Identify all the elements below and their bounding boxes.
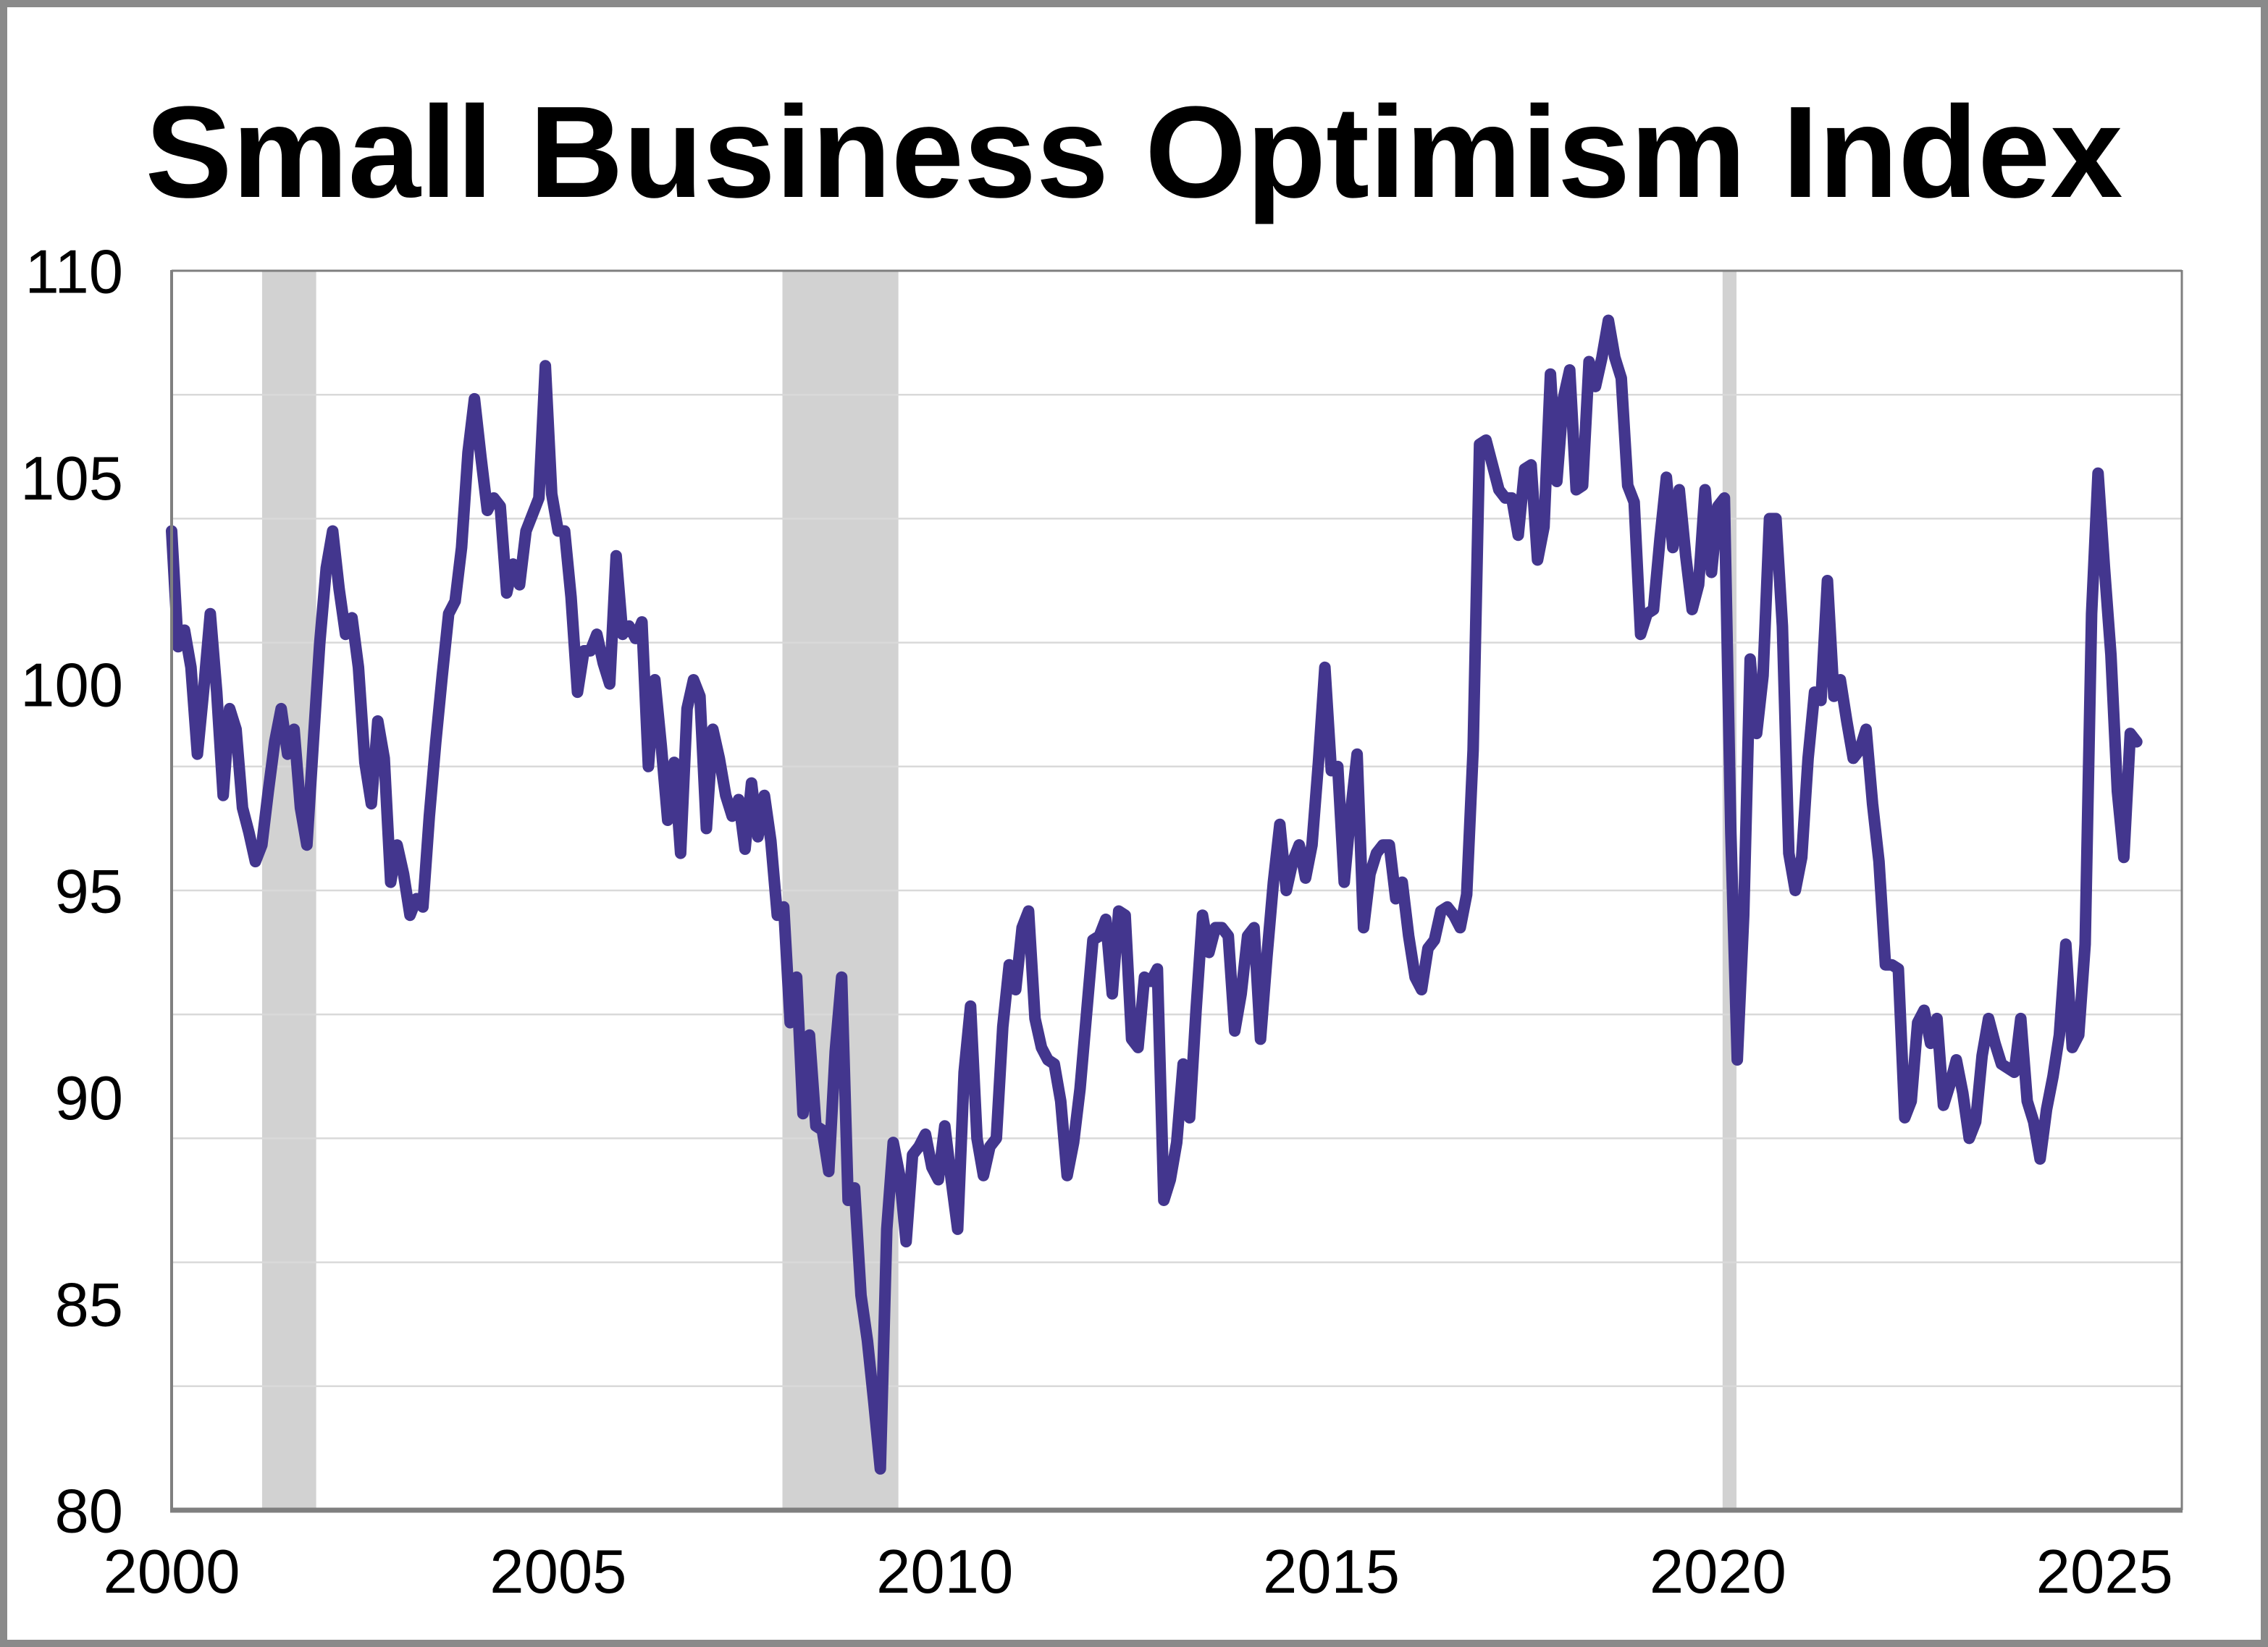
y-axis-tick-label: 90 <box>54 1064 123 1133</box>
gridlines <box>172 393 2182 1388</box>
optimism-index-line <box>166 314 2143 1475</box>
chart-title: Small Business Optimism Index <box>146 80 2123 225</box>
x-axis-tick-label: 2015 <box>1263 1538 1400 1606</box>
y-axis-tick-label: 100 <box>20 651 123 720</box>
x-axis-tick-label: 2000 <box>103 1538 240 1606</box>
y-axis-tick-label: 85 <box>54 1271 123 1339</box>
x-axis-tick-label: 2025 <box>2036 1538 2173 1606</box>
x-axis-tick-label: 2020 <box>1650 1538 1786 1606</box>
y-axis-tick-label: 105 <box>20 445 123 513</box>
x-axis-tick-label: 2010 <box>876 1538 1013 1606</box>
y-axis-tick-label: 80 <box>54 1478 123 1546</box>
y-axis-tick-label: 95 <box>54 858 123 927</box>
data-line-layer <box>166 314 2143 1475</box>
y-axis-tick-label: 110 <box>25 238 123 307</box>
x-axis-tick-labels: 2000 2005 2010 2015 2020 2025 <box>103 1538 2172 1606</box>
x-axis-tick-label: 2005 <box>490 1538 626 1606</box>
y-axis-tick-labels: 110 105 100 95 90 85 80 <box>20 238 123 1546</box>
plot-border <box>170 269 2183 1513</box>
